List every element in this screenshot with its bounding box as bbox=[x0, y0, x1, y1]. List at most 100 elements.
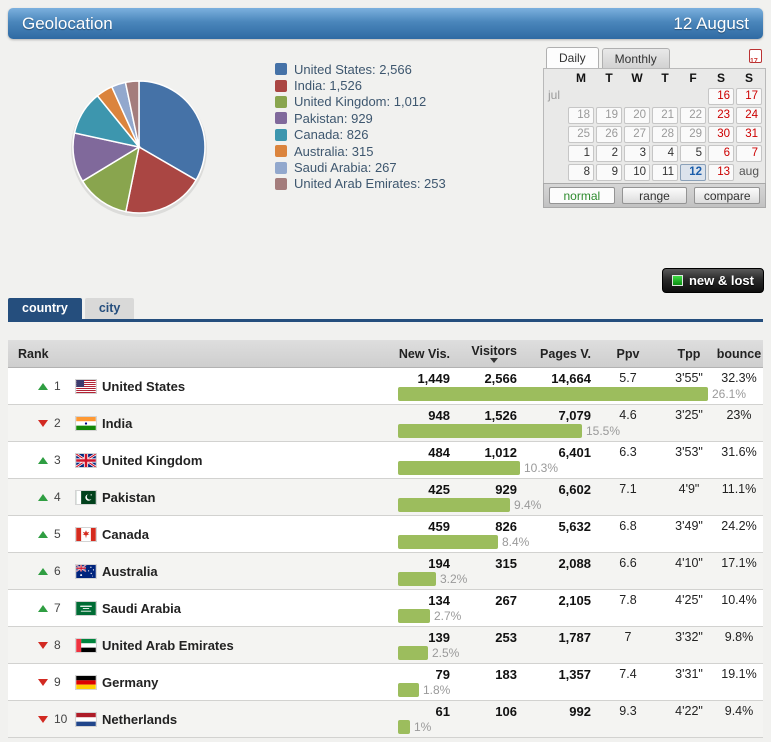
pages-viewed-value: 5,632 bbox=[558, 519, 591, 534]
legend-swatch-icon bbox=[275, 63, 287, 76]
calendar-day[interactable]: 2 bbox=[596, 145, 622, 162]
new-and-lost-button[interactable]: new & lost bbox=[662, 268, 764, 293]
rank-trend-up-icon bbox=[38, 493, 48, 501]
calendar-day[interactable]: 25 bbox=[568, 126, 594, 143]
flag-icon-ae bbox=[76, 638, 96, 652]
bounce-value: 32.3% bbox=[721, 371, 757, 385]
calendar-icon-day: 17 bbox=[750, 58, 758, 63]
calendar-day[interactable]: 10 bbox=[624, 164, 650, 181]
visitor-share-bar bbox=[398, 461, 520, 475]
column-header-bounce[interactable]: bounce bbox=[716, 346, 762, 361]
visitors-value: 315 bbox=[495, 556, 517, 571]
tab-daily[interactable]: Daily bbox=[546, 47, 599, 68]
legend-item[interactable]: Pakistan: 929 bbox=[275, 110, 446, 126]
table-row[interactable]: 10 Netherlands 61 106 992 9.3 4'22" 9.4%… bbox=[8, 701, 763, 738]
calendar-day[interactable]: 6 bbox=[708, 145, 734, 162]
report-date: 12 August bbox=[673, 13, 749, 33]
legend-item[interactable]: United Kingdom: 1,012 bbox=[275, 94, 446, 110]
legend-item[interactable]: United Arab Emirates: 253 bbox=[275, 176, 446, 192]
table-row[interactable]: 9 Germany 79 183 1,357 7.4 3'31" 19.1% 1… bbox=[8, 664, 763, 701]
table-row[interactable]: 5 Canada 459 826 5,632 6.8 3'49" 24.2% 8… bbox=[8, 516, 763, 553]
calendar-day[interactable]: 22 bbox=[680, 107, 706, 124]
country-name: India bbox=[102, 415, 133, 431]
pie-slice-0[interactable] bbox=[138, 80, 206, 182]
column-header-tpp[interactable]: Tpp bbox=[677, 346, 701, 361]
calendar-day[interactable]: 19 bbox=[596, 107, 622, 124]
legend-item[interactable]: Saudi Arabia: 267 bbox=[275, 159, 446, 175]
visitor-share-percent: 2.7% bbox=[434, 609, 462, 623]
calendar-day[interactable]: 9 bbox=[596, 164, 622, 181]
pages-viewed-value: 6,602 bbox=[558, 482, 591, 497]
calendar-day[interactable]: 11 bbox=[652, 164, 678, 181]
visitor-share-bar-row: 15.5% bbox=[398, 424, 620, 438]
calendar-day[interactable]: 3 bbox=[624, 145, 650, 162]
rank-number: 7 bbox=[54, 601, 61, 615]
table-row[interactable]: 1 United States 1,449 2,566 14,664 5.7 3… bbox=[8, 368, 763, 405]
calendar-day[interactable]: 16 bbox=[708, 88, 734, 105]
calendar-day[interactable]: 26 bbox=[596, 126, 622, 143]
calendar-mode-range-button[interactable]: range bbox=[621, 187, 688, 204]
rank-trend-down-icon bbox=[38, 641, 48, 649]
calendar-day[interactable]: 7 bbox=[736, 145, 762, 162]
tab-country[interactable]: country bbox=[8, 298, 82, 319]
country-name: Pakistan bbox=[102, 489, 156, 505]
legend-item[interactable]: India: 1,526 bbox=[275, 77, 446, 93]
calendar-day[interactable]: 24 bbox=[736, 107, 762, 124]
legend-item[interactable]: Canada: 826 bbox=[275, 127, 446, 143]
table-row[interactable]: 6 Australia 194 315 2,088 6.6 4'10" 17.1… bbox=[8, 553, 763, 590]
calendar-mode-normal-button[interactable]: normal bbox=[549, 187, 615, 204]
calendar-mode-compare-button[interactable]: compare bbox=[694, 187, 761, 204]
calendar-day[interactable]: 5 bbox=[680, 145, 706, 162]
calendar-day[interactable]: 28 bbox=[652, 126, 678, 143]
geolocation-pie-chart bbox=[62, 70, 216, 224]
pie-slice-7[interactable] bbox=[124, 80, 140, 148]
calendar-day[interactable]: 30 bbox=[708, 126, 734, 143]
column-header-visitors[interactable]: Visitors bbox=[471, 344, 519, 363]
tab-monthly[interactable]: Monthly bbox=[601, 48, 670, 68]
calendar-day[interactable]: 31 bbox=[736, 126, 762, 143]
new-visitors-value: 79 bbox=[435, 667, 450, 682]
visitors-value: 1,526 bbox=[484, 408, 517, 423]
column-header-pages-v[interactable]: Pages V. bbox=[540, 346, 591, 361]
visitors-value: 1,012 bbox=[484, 445, 517, 460]
calendar-day[interactable]: 4 bbox=[652, 145, 678, 162]
calendar-day[interactable]: 20 bbox=[624, 107, 650, 124]
calendar-day[interactable]: 8 bbox=[568, 164, 594, 181]
bounce-value: 19.1% bbox=[721, 667, 757, 681]
tpp-value: 4'25" bbox=[675, 593, 703, 607]
calendar-day[interactable]: 12 bbox=[680, 164, 706, 181]
pages-viewed-value: 14,664 bbox=[551, 371, 591, 386]
tpp-value: 3'53" bbox=[675, 445, 703, 459]
visitor-share-bar-row: 1% bbox=[398, 720, 431, 734]
calendar-icon[interactable]: 17 bbox=[749, 49, 762, 63]
pie-slice-1[interactable] bbox=[124, 145, 198, 214]
country-name: United Kingdom bbox=[102, 452, 203, 468]
day-of-week-label: T bbox=[605, 71, 613, 85]
calendar-day[interactable]: 1 bbox=[568, 145, 594, 162]
calendar-day[interactable]: 29 bbox=[680, 126, 706, 143]
calendar-day[interactable]: 23 bbox=[708, 107, 734, 124]
flag-icon-nl bbox=[76, 712, 96, 726]
table-row[interactable]: 8 United Arab Emirates 139 253 1,787 7 3… bbox=[8, 627, 763, 664]
table-row[interactable]: 4 Pakistan 425 929 6,602 7.1 4'9" 11.1% … bbox=[8, 479, 763, 516]
calendar-day[interactable]: 21 bbox=[652, 107, 678, 124]
country-cell: 9 Germany bbox=[8, 664, 158, 700]
column-header-ppv[interactable]: Ppv bbox=[616, 346, 640, 361]
rank-trend-up-icon bbox=[38, 382, 48, 390]
table-row[interactable]: 7 Saudi Arabia 134 267 2,105 7.8 4'25" 1… bbox=[8, 590, 763, 627]
tab-city[interactable]: city bbox=[84, 298, 135, 319]
rank-number: 1 bbox=[54, 379, 61, 393]
pie-slice-2[interactable] bbox=[81, 145, 141, 213]
column-header-rank[interactable]: Rank bbox=[18, 346, 49, 361]
legend-item[interactable]: Australia: 315 bbox=[275, 143, 446, 159]
table-row[interactable]: 2 India 948 1,526 7,079 4.6 3'25" 23% 15… bbox=[8, 405, 763, 442]
calendar-day[interactable]: 18 bbox=[568, 107, 594, 124]
legend-item[interactable]: United States: 2,566 bbox=[275, 61, 446, 77]
calendar-day[interactable]: 17 bbox=[736, 88, 762, 105]
column-header-new-vis[interactable]: New Vis. bbox=[398, 346, 450, 361]
calendar-day[interactable]: 13 bbox=[708, 164, 734, 181]
metrics-row: 61 106 992 9.3 4'22" 9.4% bbox=[8, 704, 763, 719]
table-row[interactable]: 3 United Kingdom 484 1,012 6,401 6.3 3'5… bbox=[8, 442, 763, 479]
calendar-day[interactable]: 27 bbox=[624, 126, 650, 143]
